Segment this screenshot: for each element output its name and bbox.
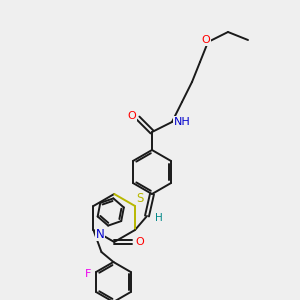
Text: O: O (202, 35, 210, 45)
Text: H: H (155, 213, 163, 223)
Text: F: F (85, 269, 91, 279)
Text: NH: NH (174, 117, 190, 127)
Text: O: O (128, 111, 136, 121)
Text: S: S (136, 193, 144, 206)
Text: O: O (136, 237, 145, 247)
Text: N: N (96, 227, 105, 241)
